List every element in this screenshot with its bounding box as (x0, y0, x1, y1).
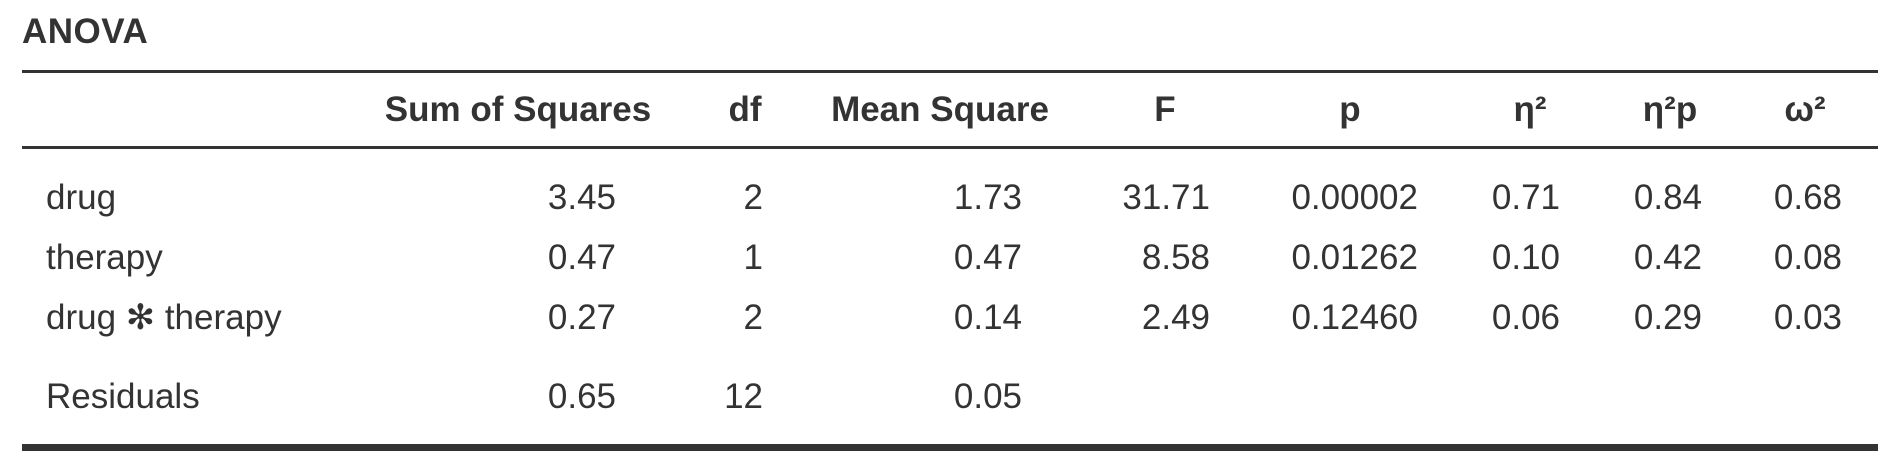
cell-sum-of-squares: 0.65 (547, 377, 616, 416)
cell-mean-square: 0.14 (953, 298, 1022, 337)
row-term: therapy (46, 238, 163, 277)
cell-mean-square: 1.73 (953, 178, 1022, 217)
row-term: Residuals (46, 377, 200, 416)
row-term: drug ✻ therapy (46, 298, 282, 337)
cell-p: 0.00002 (1291, 178, 1418, 217)
cell-df: 2 (743, 298, 763, 337)
cell-eta-sq-partial: 0.84 (1633, 178, 1702, 217)
header-eta-sq-partial: η²p (1642, 90, 1698, 129)
table-title: ANOVA (22, 12, 149, 51)
cell-sum-of-squares: 3.45 (547, 178, 616, 217)
top-rule (22, 70, 1878, 73)
bottom-rule (22, 444, 1878, 451)
cell-eta-sq: 0.06 (1491, 298, 1560, 337)
cell-mean-square: 0.47 (953, 238, 1022, 277)
cell-mean-square: 0.05 (953, 377, 1022, 416)
cell-df: 1 (743, 238, 763, 277)
row-term: drug (46, 178, 117, 217)
header-sum-of-squares: Sum of Squares (384, 90, 652, 129)
header-eta-sq: η² (1513, 90, 1547, 129)
cell-eta-sq-partial: 0.42 (1633, 238, 1702, 277)
header-mean-square: Mean Square (831, 90, 1049, 129)
cell-eta-sq: 0.71 (1491, 178, 1560, 217)
cell-df: 12 (724, 377, 763, 416)
cell-eta-sq-partial: 0.29 (1633, 298, 1702, 337)
cell-omega-sq: 0.03 (1773, 298, 1842, 337)
cell-df: 2 (743, 178, 763, 217)
header-f: F (1154, 90, 1176, 129)
header-p: p (1339, 90, 1361, 129)
header-omega-sq: ω² (1784, 90, 1826, 129)
cell-f: 31.71 (1122, 178, 1210, 217)
cell-eta-sq: 0.10 (1491, 238, 1560, 277)
cell-p: 0.01262 (1291, 238, 1418, 277)
cell-sum-of-squares: 0.27 (547, 298, 616, 337)
header-rule (22, 146, 1878, 149)
cell-omega-sq: 0.68 (1773, 178, 1842, 217)
cell-sum-of-squares: 0.47 (547, 238, 616, 277)
cell-omega-sq: 0.08 (1773, 238, 1842, 277)
header-df: df (728, 90, 762, 129)
cell-f: 2.49 (1141, 298, 1210, 337)
cell-p: 0.12460 (1291, 298, 1418, 337)
cell-f: 8.58 (1141, 238, 1210, 277)
